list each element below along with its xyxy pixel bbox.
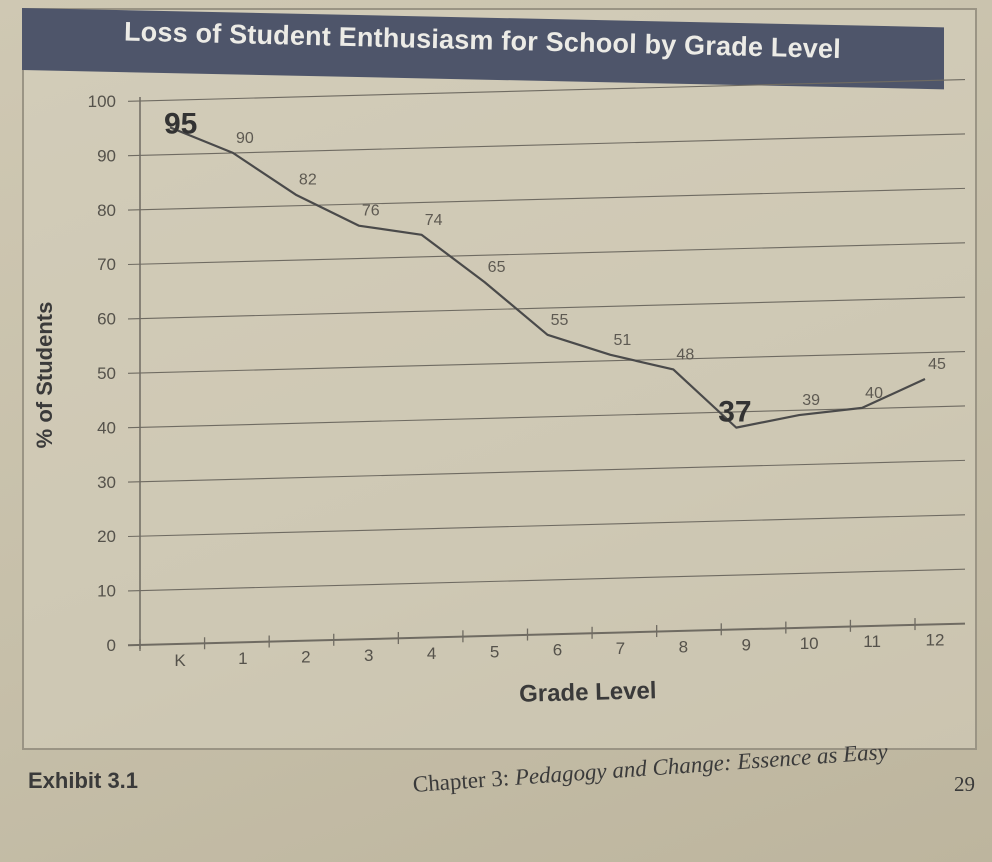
x-tick-label: K [174,651,186,670]
y-tick-label: 100 [88,92,116,111]
y-tick-label: 50 [97,364,116,383]
x-tick-label: 11 [863,632,881,651]
data-label: 55 [551,312,569,329]
exhibit-label: Exhibit 3.1 [28,768,139,793]
gridline [127,242,966,266]
y-tick-label: 70 [97,255,116,274]
x-tick-label: 10 [800,634,819,653]
data-label: 48 [676,346,694,363]
x-tick-label: 1 [238,649,247,668]
x-tick-label: 8 [679,637,688,656]
data-label: 39 [802,392,820,409]
gridline [127,187,966,211]
x-tick-label: 5 [490,642,499,661]
series-line [169,126,926,429]
data-label: 82 [299,172,317,189]
x-tick-label: 4 [427,644,436,663]
gridline [127,296,966,320]
y-tick-label: 40 [97,418,116,437]
x-tick-label: 9 [742,636,751,655]
y-tick-label: 20 [97,527,116,546]
gridline [127,568,966,592]
gridline [127,405,966,429]
data-label: 40 [865,385,883,402]
gridline [127,514,966,538]
data-label: 76 [362,203,380,220]
x-axis-title: Grade Level [519,677,657,708]
y-tick-label: 10 [97,582,116,601]
gridline [127,622,966,647]
gridline [127,459,966,483]
y-tick-label: 80 [97,201,116,220]
data-label: 65 [488,259,506,276]
y-tick-label: 30 [97,473,116,492]
y-tick-label: 60 [97,310,116,329]
x-tick-label: 12 [926,631,945,650]
data-label: 51 [614,332,632,349]
x-tick-label: 3 [364,646,373,665]
y-tick-label: 90 [97,146,116,165]
page-number: 29 [954,772,975,796]
data-label: 95 [164,107,197,140]
data-label: 45 [928,356,946,373]
y-axis-title: % of Students [32,302,57,449]
data-label: 37 [718,396,751,429]
y-tick-label: 0 [107,636,116,655]
x-tick-label: 6 [553,641,562,660]
gridline [127,133,966,157]
data-label: 74 [425,212,443,229]
data-label: 90 [236,130,254,147]
gridline [127,79,966,102]
x-tick-label: 2 [301,648,310,667]
gridline [127,351,966,374]
x-tick-label: 7 [616,639,625,658]
